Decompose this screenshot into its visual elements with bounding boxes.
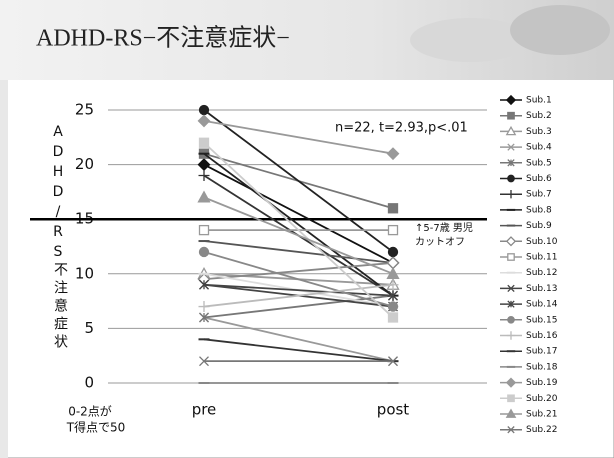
data-point [389,302,398,311]
legend-marker [508,175,514,181]
data-point [389,226,398,235]
legend-marker [508,254,514,260]
x-tick-label: pre [192,401,217,419]
legend-label: Sub.15 [526,315,557,325]
data-point [200,226,209,235]
y-axis-label: 不注意症状 [50,262,70,352]
legend-marker [508,317,514,323]
y-tick-label: 0 [84,374,94,392]
legend-label: Sub.13 [526,284,557,294]
data-point [389,247,398,256]
legend-marker [508,395,514,401]
legend-label: Sub.5 [526,158,552,168]
data-point [389,204,398,213]
y-tick-label: 25 [75,101,94,119]
legend-label: Sub.4 [526,143,552,153]
y-axis-label: ADHD/RS [50,124,66,264]
legend-label: Sub.7 [526,190,552,200]
legend-marker [508,113,514,119]
x-tick-label: post [377,401,410,419]
data-point [200,138,209,147]
legend-label: Sub.11 [526,253,557,263]
y-tick-label: 10 [75,264,94,282]
legend-label: Sub.2 [526,111,552,121]
legend-label: Sub.3 [526,127,552,137]
legend-label: Sub.14 [526,300,558,310]
legend-label: Sub.20 [526,394,558,404]
y-tick-label: 5 [84,319,94,337]
legend-label: Sub.10 [526,237,558,247]
data-point [389,313,398,322]
banner-decoration [510,5,610,55]
note: 0-2点が [68,404,112,419]
legend-label: Sub.19 [526,378,558,388]
legend-label: Sub.1 [526,96,552,106]
note: T得点で50 [66,420,126,435]
legend-label: Sub.17 [526,347,557,357]
legend-label: Sub.16 [526,331,558,341]
chart: ADHD-RS−不注意症状− n=22, t=2.93,p<.01 ↑5-7歳 … [0,0,614,458]
legend-label: Sub.12 [526,268,557,278]
side-strip [0,80,8,458]
cutoff-label: ↑5-7歳 男児 [415,222,473,234]
legend-label: Sub.8 [526,205,552,215]
legend-label: Sub.21 [526,410,557,420]
legend-label: Sub.9 [526,221,552,231]
slide: ADHD-RS−不注意症状− n=22, t=2.93,p<.01 ↑5-7歳 … [0,0,614,458]
cutoff-label: カットオフ [415,236,465,248]
data-point [200,247,209,256]
annotation: n=22, t=2.93,p<.01 [335,121,468,136]
legend-label: Sub.6 [526,174,552,184]
legend-label: Sub.22 [526,425,557,435]
legend-label: Sub.18 [526,362,558,372]
data-point [200,106,209,115]
y-tick-label: 20 [75,155,94,173]
chart-title: ADHD-RS−不注意症状− [36,25,290,52]
